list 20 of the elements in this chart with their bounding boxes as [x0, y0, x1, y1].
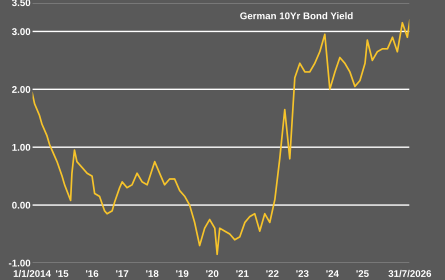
x-tick-label: '16 — [86, 270, 98, 278]
x-tick-label: '17 — [116, 270, 128, 277]
x-tick-label: '22 — [266, 270, 279, 277]
x-tick-label: '23 — [296, 270, 309, 278]
x-tick-label: 1/1/2014 — [14, 270, 51, 278]
x-tick-label: '15 — [56, 270, 68, 278]
y-tick-label: 3.00 — [12, 28, 30, 36]
y-tick-label: -1.00 — [8, 260, 30, 267]
y-tick-label: 0.00 — [12, 202, 30, 209]
line-series — [32, 19, 410, 256]
x-tick-label: '25 — [356, 270, 369, 278]
x-tick-label: '19 — [176, 270, 188, 278]
x-tick-label: '18 — [146, 270, 158, 278]
text: German 10Yr Bond Yield — [240, 12, 353, 20]
y-tick-label: 2.00 — [12, 86, 30, 93]
x-tick-label: '20 — [206, 270, 218, 278]
x-tick-label: '24 — [326, 270, 339, 277]
x-tick-label: '21 — [236, 270, 249, 277]
x-tick-label: 31/7/2026 — [388, 270, 432, 278]
y-tick-label: 1.00 — [12, 144, 30, 151]
